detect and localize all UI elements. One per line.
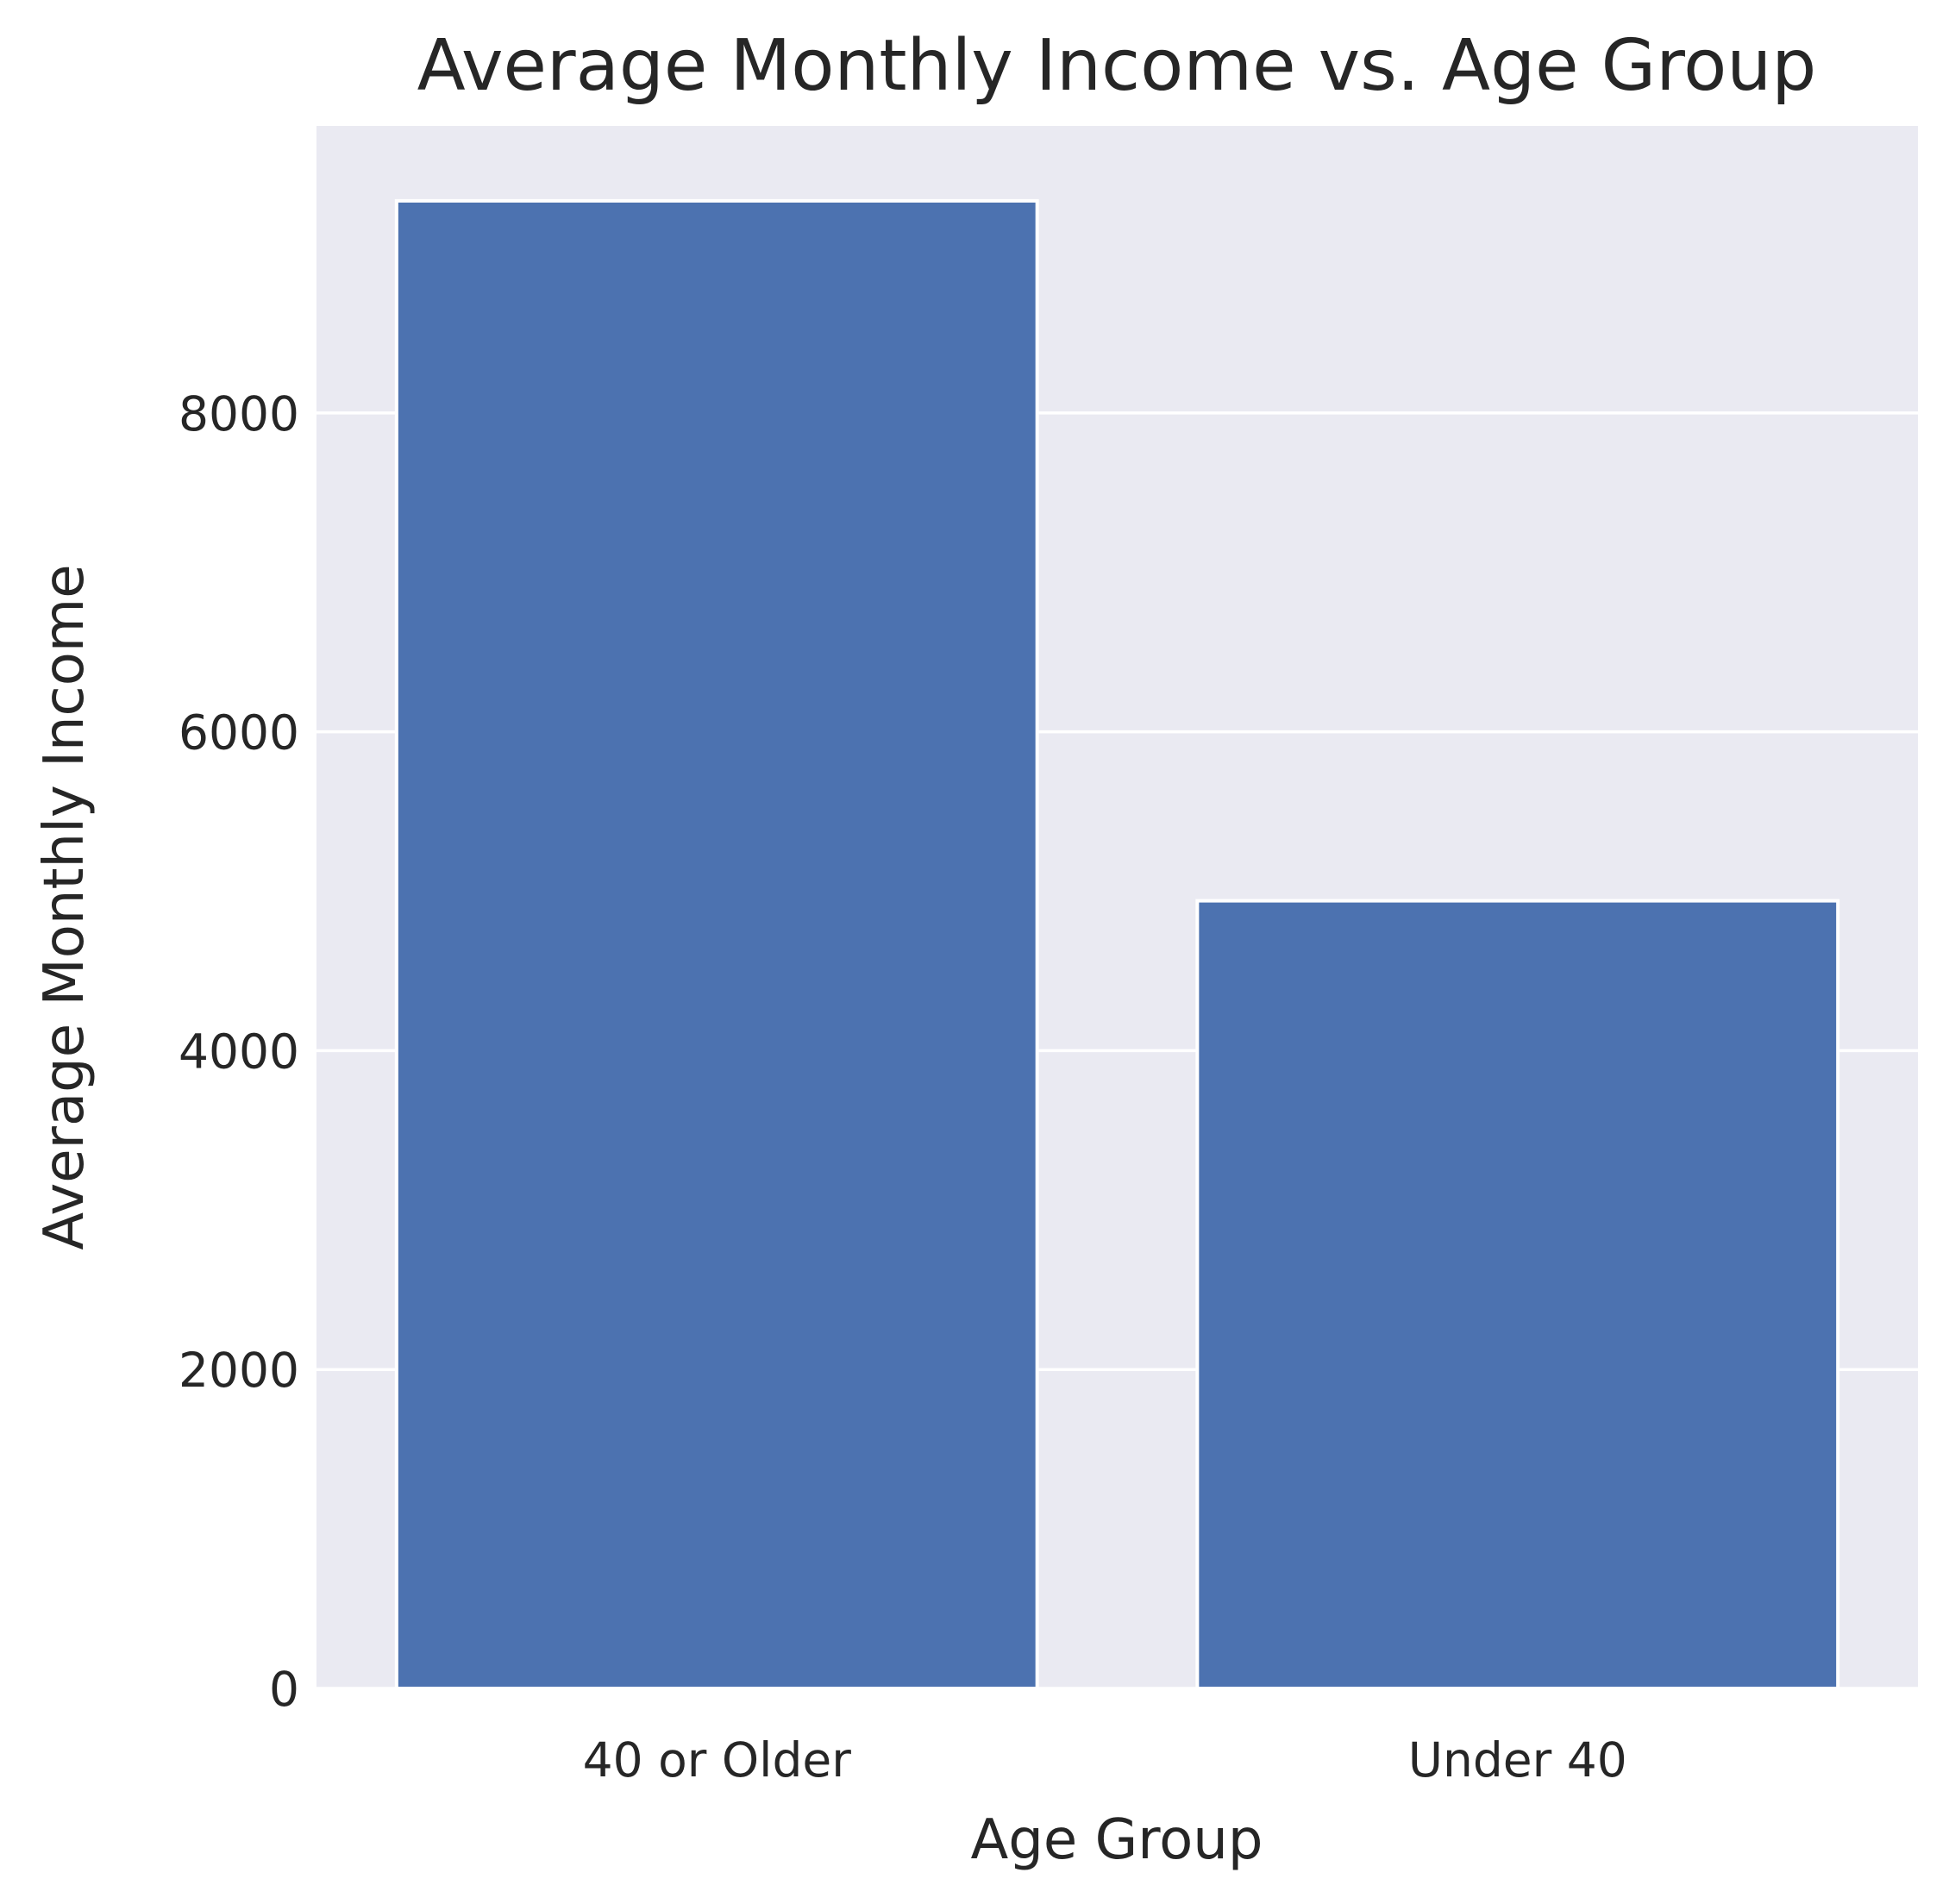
- bar: [394, 198, 1039, 1690]
- x-tick-label: Under 40: [1408, 1732, 1627, 1788]
- x-tick-label: 40 or Older: [583, 1732, 852, 1788]
- y-tick-label: 6000: [179, 705, 299, 761]
- y-tick-label: 2000: [179, 1343, 299, 1398]
- y-tick-label: 8000: [179, 386, 299, 442]
- y-tick-label: 4000: [179, 1024, 299, 1079]
- y-tick-label: 0: [269, 1662, 299, 1717]
- y-axis-ticks: 0 2000 4000 6000 8000: [179, 386, 299, 1717]
- x-axis-label: Age Group: [971, 1808, 1263, 1872]
- x-axis-ticks: 40 or Older Under 40: [583, 1732, 1627, 1788]
- bars: [394, 198, 1840, 1691]
- chart-title: Average Monthly Income vs. Age Group: [417, 25, 1817, 107]
- bar: [1195, 899, 1840, 1691]
- y-axis-label: Average Monthly Income: [33, 564, 97, 1250]
